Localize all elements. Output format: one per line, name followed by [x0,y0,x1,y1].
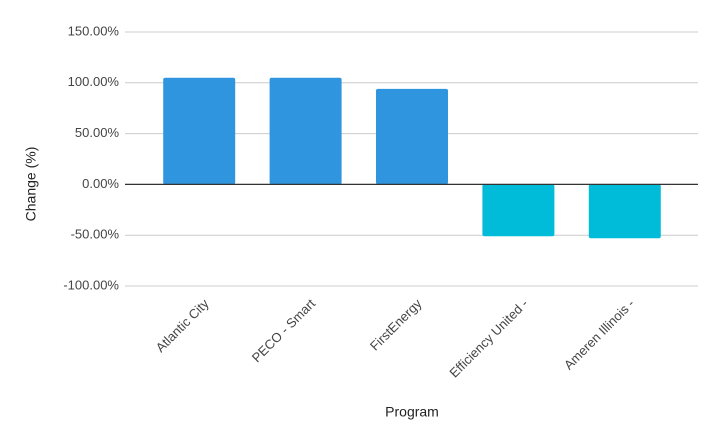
bar [588,184,661,239]
bar [376,88,448,185]
y-axis-title: Change (%) [23,147,39,222]
y-tick-label: -100.00% [63,277,119,292]
bar [482,184,555,237]
y-tick-label: 100.00% [68,74,120,89]
y-tick-label: 0.00% [82,176,119,191]
y-tick-label: 150.00% [68,23,120,38]
x-axis-title: Program [385,404,439,420]
x-tick-label: PECO - Smart [249,296,319,366]
y-tick-label: 50.00% [75,125,120,140]
bar [269,77,342,185]
bar [163,77,236,185]
x-tick-label: Atlantic City [153,296,212,355]
y-tick-label: -50.00% [71,227,120,242]
x-tick-label: Ameren Illinois - [561,296,638,373]
x-tick-label: FirstEnergy [367,296,425,354]
x-tick-label: Efficiency United - [446,296,531,381]
